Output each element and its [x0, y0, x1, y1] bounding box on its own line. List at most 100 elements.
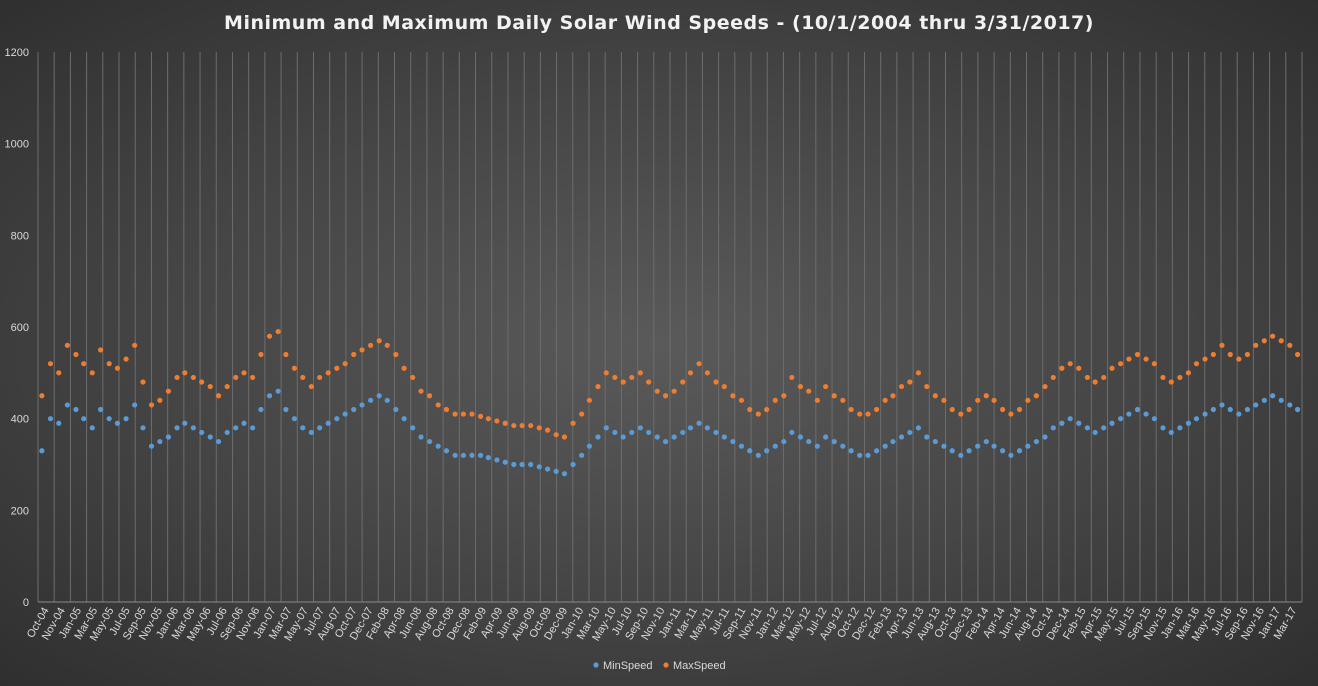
data-point — [106, 416, 112, 422]
data-point — [1134, 406, 1141, 413]
data-point — [713, 429, 719, 436]
data-point — [924, 383, 930, 390]
data-point — [1117, 416, 1124, 422]
data-point — [536, 425, 542, 431]
data-point — [687, 425, 694, 431]
data-point — [561, 471, 568, 477]
data-point — [64, 342, 70, 348]
data-point — [704, 425, 710, 431]
data-point — [1042, 383, 1048, 390]
data-point — [81, 416, 87, 422]
data-point — [47, 416, 54, 422]
data-point — [890, 393, 896, 399]
data-point — [207, 383, 213, 390]
data-point — [1236, 411, 1242, 417]
data-point — [368, 397, 374, 403]
data-point — [1160, 425, 1166, 431]
data-point — [738, 443, 745, 449]
data-point — [1134, 351, 1141, 358]
data-point — [384, 342, 390, 348]
data-point — [764, 448, 770, 454]
data-point — [898, 383, 905, 390]
data-point — [427, 393, 433, 399]
data-point — [865, 411, 871, 417]
data-point — [519, 461, 525, 468]
data-point — [680, 429, 686, 436]
y-tick-label: 600 — [11, 322, 29, 334]
data-point — [941, 397, 947, 403]
data-point — [460, 411, 466, 417]
data-point — [1287, 402, 1293, 408]
data-point — [258, 406, 264, 413]
data-point — [123, 356, 129, 362]
data-point — [1126, 411, 1132, 417]
data-point — [1076, 420, 1082, 426]
data-point — [789, 429, 795, 436]
data-point — [81, 361, 87, 367]
data-point — [157, 438, 163, 445]
data-point — [848, 448, 854, 454]
data-point — [958, 452, 964, 458]
data-point — [1143, 356, 1149, 362]
data-point — [485, 455, 491, 461]
data-point — [907, 429, 913, 436]
data-point — [1109, 420, 1115, 426]
data-point — [190, 374, 196, 381]
data-point — [283, 406, 289, 413]
data-point — [797, 434, 804, 440]
data-point — [165, 388, 172, 394]
data-point — [427, 438, 433, 445]
data-point — [823, 383, 829, 390]
data-point — [1270, 333, 1276, 339]
data-point — [865, 452, 871, 458]
data-point — [300, 425, 306, 431]
data-point — [1092, 379, 1098, 385]
data-point — [975, 443, 981, 449]
data-point — [1008, 452, 1014, 458]
data-point — [687, 370, 694, 376]
data-point — [106, 361, 112, 367]
data-point — [73, 351, 79, 358]
data-point — [1227, 351, 1233, 358]
data-point — [233, 374, 239, 381]
data-point — [1109, 365, 1115, 371]
data-point — [1202, 411, 1208, 417]
data-point — [595, 383, 601, 390]
data-point — [477, 452, 484, 458]
data-point — [359, 402, 365, 408]
data-point — [570, 461, 576, 468]
data-point — [342, 411, 348, 417]
data-point — [519, 422, 525, 429]
data-point — [680, 379, 686, 385]
data-point — [511, 461, 517, 468]
data-point — [233, 425, 239, 431]
x-axis: Oct-04Nov-04Jan-05Mar-05May-05Jul-05Sep-… — [25, 605, 1300, 643]
data-point — [637, 370, 643, 376]
data-point — [64, 402, 70, 408]
data-point — [342, 361, 348, 367]
data-point — [39, 448, 45, 454]
data-point — [764, 406, 770, 413]
data-point — [831, 393, 837, 399]
data-point — [662, 393, 669, 399]
data-point — [654, 434, 660, 440]
data-point — [494, 457, 500, 463]
data-point — [452, 452, 458, 458]
data-point — [1050, 425, 1056, 431]
data-point — [561, 434, 568, 440]
data-point — [325, 370, 331, 376]
data-point — [410, 374, 416, 381]
data-point — [485, 416, 491, 422]
y-tick-label: 200 — [11, 505, 29, 517]
data-point — [114, 420, 121, 426]
data-point — [1210, 406, 1216, 413]
data-point — [721, 434, 727, 440]
data-point — [1177, 374, 1183, 381]
data-point — [334, 365, 340, 371]
data-point — [291, 416, 298, 422]
data-point — [671, 434, 677, 440]
data-point — [536, 464, 542, 470]
data-point — [469, 411, 475, 417]
data-point — [915, 370, 922, 376]
